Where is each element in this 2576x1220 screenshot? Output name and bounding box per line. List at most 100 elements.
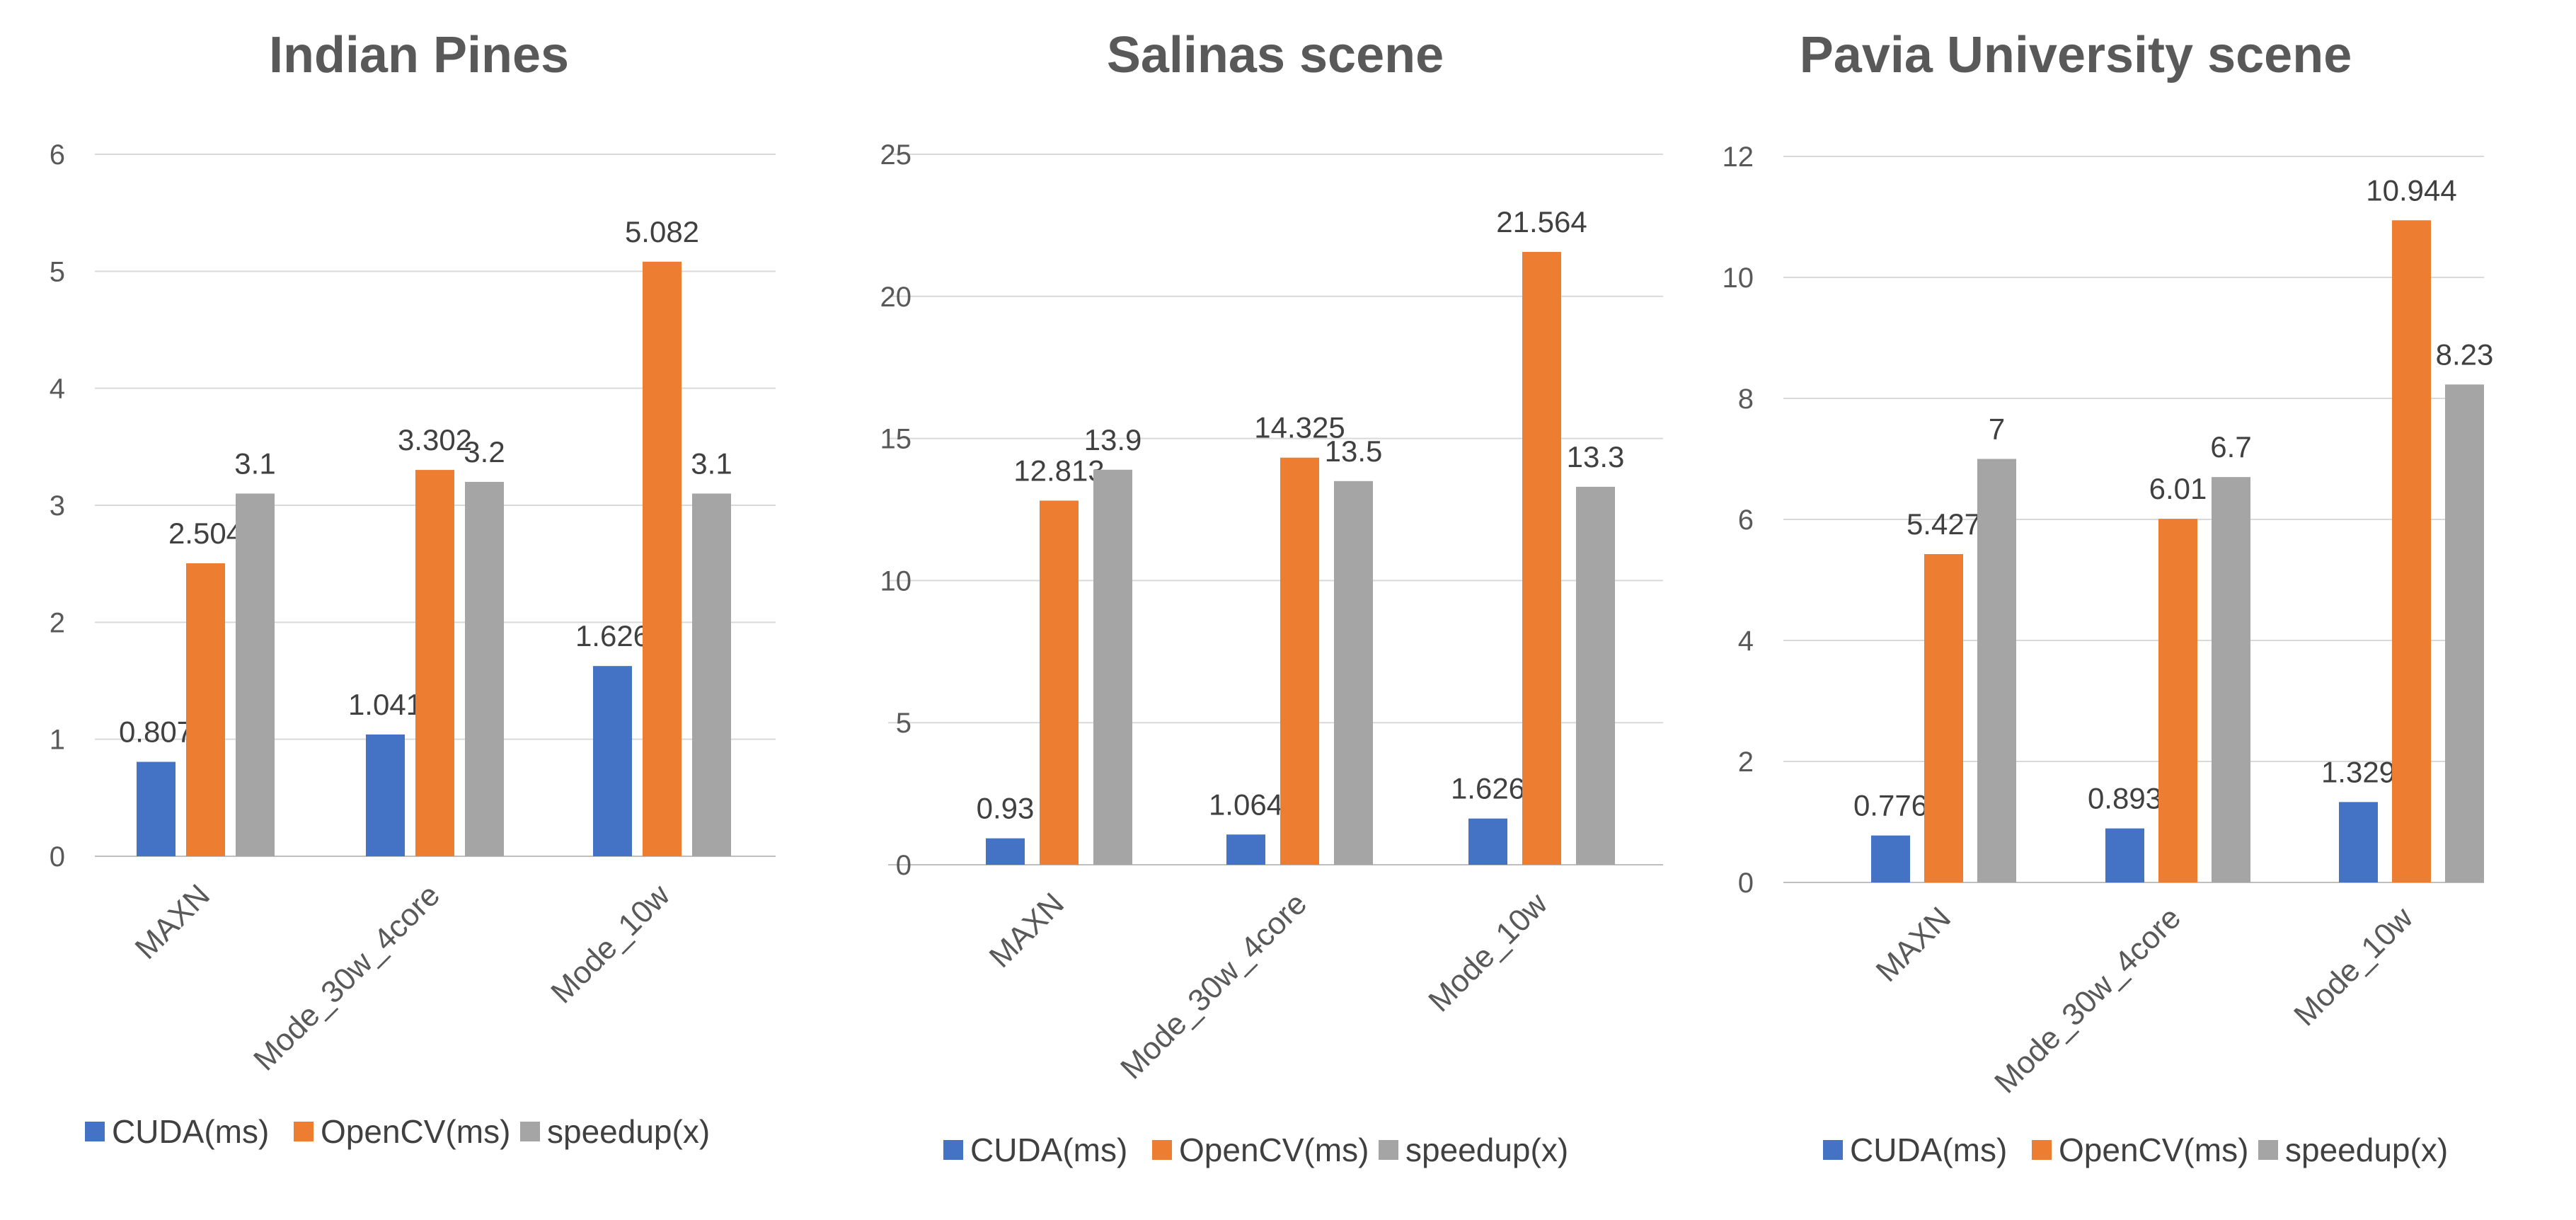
y-tick-label: 4 (1738, 626, 1754, 657)
legend-swatch (1379, 1140, 1398, 1160)
data-label: 1.626 (1451, 772, 1525, 805)
y-tick-label: 0 (896, 850, 912, 881)
y-tick-label: 10 (880, 565, 912, 597)
bar-speedupx (1093, 469, 1132, 865)
bar-speedupx (2212, 477, 2250, 882)
y-tick-label: 5 (50, 256, 65, 287)
data-label: 12.813 (1013, 454, 1104, 487)
legend-swatch (85, 1122, 105, 1141)
bar-speedupx (2445, 384, 2484, 882)
legend-label: OpenCV(ms) (321, 1113, 510, 1150)
data-label: 21.564 (1496, 205, 1587, 238)
data-label: 7 (1989, 413, 2005, 446)
bar-speedupx (1334, 480, 1373, 865)
data-label: 1.329 (2321, 755, 2396, 788)
legend-label: speedup(x) (2285, 1132, 2448, 1168)
data-label: 1.064 (1209, 788, 1283, 821)
bar-opencvms (1522, 251, 1561, 865)
data-label: 13.9 (1084, 423, 1142, 456)
bar-opencvms (2158, 519, 2197, 882)
y-tick-label: 4 (50, 374, 65, 405)
bar-speedupx (1576, 486, 1615, 865)
x-category-label: Mode_10w (1422, 886, 1554, 1018)
bar-speedupx (465, 481, 504, 856)
chart-title: Indian Pines (269, 27, 569, 84)
y-tick-label: 8 (1738, 384, 1754, 415)
x-category-label: Mode_10w (2287, 900, 2420, 1032)
bar-cudams (1468, 818, 1507, 865)
bar-cudams (1871, 835, 1910, 882)
bar-speedupx (1977, 459, 2016, 882)
y-tick-label: 5 (896, 708, 912, 739)
data-label: 13.3 (1567, 440, 1625, 473)
data-label: 6.01 (2149, 472, 2207, 505)
data-label: 1.626 (575, 619, 650, 652)
chart-3: Pavia University scene 0 2 4 6 8 10 12 0.776 5.42… (1723, 27, 2494, 1168)
chart-1: Indian Pines 0 1 2 3 4 5 6 0.807 2.504 3.1 MAXN 1.04… (50, 27, 776, 1150)
data-label: 5.082 (625, 215, 699, 248)
data-label: 3.1 (691, 447, 732, 480)
y-tick-label: 2 (1738, 747, 1754, 778)
bar-speedupx (236, 493, 275, 856)
data-label: 14.325 (1254, 411, 1345, 444)
x-category-label: Mode_30w_4core (1114, 886, 1313, 1086)
x-category-label: Mode_30w_4core (247, 877, 447, 1077)
bar-cudams (593, 666, 632, 856)
bar-cudams (137, 761, 176, 856)
data-label: 3.302 (398, 423, 472, 456)
y-tick-label: 6 (1738, 505, 1754, 536)
data-label: 0.893 (2088, 782, 2162, 815)
y-tick-label: 1 (50, 725, 65, 756)
y-tick-label: 0 (50, 841, 65, 873)
data-label: 2.504 (168, 517, 243, 550)
legend-swatch (294, 1122, 314, 1141)
y-tick-label: 15 (880, 424, 912, 455)
legend-swatch (520, 1122, 540, 1141)
legend-label: speedup(x) (1405, 1132, 1568, 1168)
y-tick-label: 20 (880, 282, 912, 313)
y-tick-label: 10 (1723, 263, 1754, 294)
bar-cudams (2339, 802, 2378, 882)
legend-swatch (943, 1140, 963, 1160)
legend-label: CUDA(ms) (112, 1113, 269, 1150)
legend-swatch (1152, 1140, 1172, 1160)
bar-speedupx (692, 493, 731, 856)
data-label: 8.23 (2436, 338, 2494, 371)
data-label: 0.776 (1853, 789, 1928, 822)
chart-title: Salinas scene (1107, 27, 1444, 84)
x-category-label: MAXN (983, 886, 1071, 974)
data-label: 0.93 (977, 792, 1035, 825)
data-label: 1.041 (348, 688, 422, 721)
data-label: 3.1 (234, 447, 275, 480)
y-tick-label: 12 (1723, 142, 1754, 173)
bar-opencvms (1924, 553, 1963, 882)
legend-swatch (2032, 1140, 2052, 1160)
bar-opencvms (643, 261, 682, 856)
y-tick-label: 0 (1738, 868, 1754, 899)
y-tick-label: 3 (50, 490, 65, 522)
x-category-label: MAXN (129, 877, 217, 966)
data-label: 13.5 (1325, 435, 1383, 468)
legend-swatch (1823, 1140, 1843, 1160)
x-category-label: Mode_30w_4core (1988, 900, 2187, 1100)
y-tick-label: 6 (50, 139, 65, 171)
x-category-label: MAXN (1870, 900, 1958, 989)
bar-cudams (986, 838, 1025, 865)
bar-opencvms (1040, 500, 1079, 865)
y-tick-label: 25 (880, 139, 912, 171)
data-label: 6.7 (2210, 430, 2251, 464)
legend-label: CUDA(ms) (1850, 1132, 2007, 1168)
bar-opencvms (2392, 220, 2431, 883)
chart-title: Pavia University scene (1800, 27, 2352, 84)
legend-label: OpenCV(ms) (1179, 1132, 1369, 1168)
bar-opencvms (186, 563, 225, 856)
bar-opencvms (415, 470, 454, 856)
data-label: 3.2 (464, 435, 505, 468)
data-label: 10.944 (2366, 173, 2456, 207)
data-label: 0.807 (119, 715, 193, 749)
bar-cudams (1226, 834, 1265, 865)
x-category-label: Mode_10w (544, 877, 677, 1010)
bar-cudams (2105, 828, 2144, 882)
